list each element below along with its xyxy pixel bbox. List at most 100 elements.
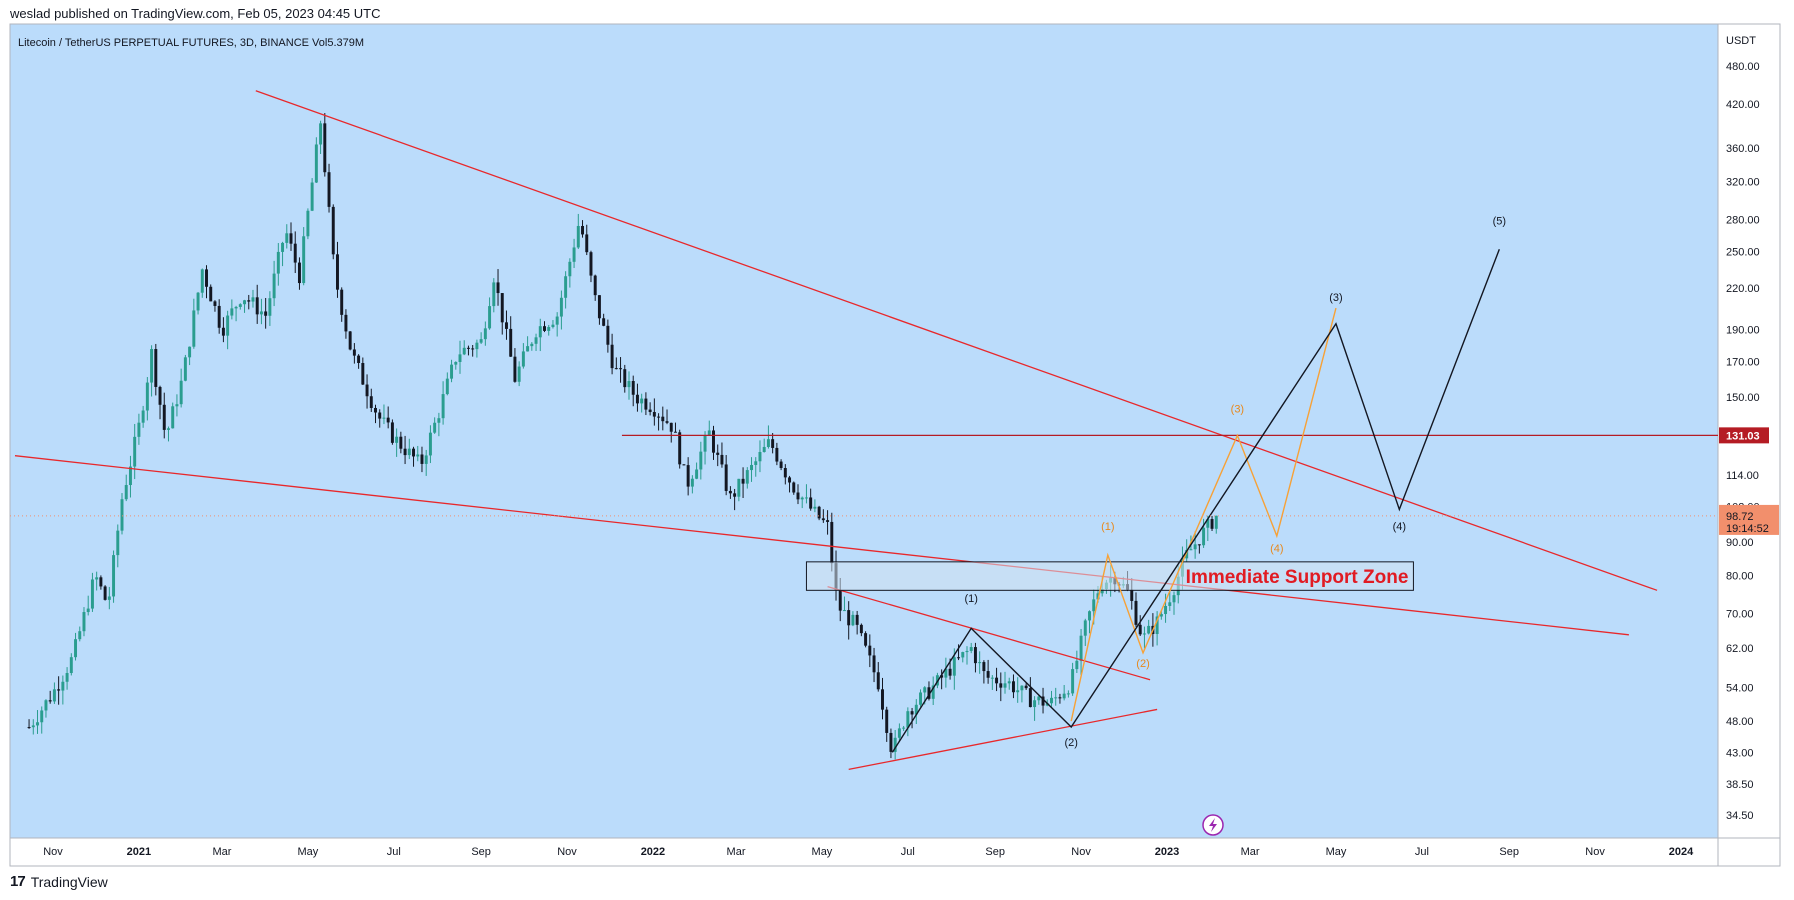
candle-body (407, 448, 411, 456)
x-tick-label: Nov (1071, 846, 1091, 858)
candle-body (881, 689, 884, 710)
candle (145, 377, 149, 421)
candle-body (378, 412, 382, 419)
y-tick-label: 34.50 (1726, 810, 1754, 822)
candle-body (192, 310, 196, 347)
candle-body (259, 311, 263, 315)
candle (285, 224, 289, 249)
candle-body (1024, 685, 1028, 689)
candle-body (703, 435, 707, 452)
candle (855, 610, 859, 635)
candle (800, 496, 804, 509)
candle-body (830, 521, 834, 564)
candle (95, 571, 99, 591)
candle-body (585, 234, 589, 253)
candle-body (65, 673, 69, 682)
tradingview-logo[interactable]: 17 TradingView (10, 873, 108, 890)
candle (69, 653, 73, 676)
trendline (827, 585, 1151, 681)
candle (500, 293, 504, 335)
candle (1083, 618, 1087, 646)
candle-body (509, 328, 513, 357)
candle-body (1020, 685, 1024, 691)
chart-legend-symbol: Litecoin / TetherUS PERPETUAL FUTURES, 3… (18, 37, 364, 49)
candle (281, 241, 285, 267)
candle-body (454, 361, 458, 365)
candle (669, 422, 673, 443)
candle (627, 371, 631, 400)
candle-body (386, 417, 390, 423)
y-tick-label: 220.00 (1726, 283, 1760, 295)
candle-body (340, 289, 344, 315)
candle-body (813, 506, 817, 509)
candle-body (589, 252, 593, 276)
candle-body (179, 380, 183, 405)
candle (310, 178, 314, 212)
resistance-level-tag (1719, 427, 1769, 444)
candle (331, 204, 335, 260)
candle (107, 586, 111, 610)
lightning-icon[interactable] (1202, 814, 1224, 836)
candle (517, 361, 521, 387)
wave-orange-label: (4) (1270, 543, 1283, 555)
candle-body (1028, 688, 1032, 708)
y-tick-label: 90.00 (1726, 537, 1754, 549)
trendline (14, 455, 1629, 636)
candle-body (412, 448, 416, 457)
candle (754, 457, 758, 477)
candle (412, 446, 416, 467)
candle-body (1062, 693, 1066, 699)
candle-body (665, 421, 669, 423)
candle-body (889, 732, 893, 752)
candle-body (754, 461, 758, 465)
candle-body (272, 273, 276, 299)
candle-body (1147, 625, 1151, 634)
candle-body (205, 269, 208, 287)
candle (961, 651, 965, 663)
candle (335, 241, 339, 298)
wave-black-label: (1) (964, 593, 977, 605)
candle-body (745, 470, 749, 484)
candle-body (720, 454, 724, 465)
candle (399, 431, 403, 454)
candle-body (1185, 549, 1189, 559)
x-tick-label: Sep (1499, 846, 1519, 858)
y-tick-label: 70.00 (1726, 609, 1754, 621)
y-tick-label: 43.00 (1726, 747, 1754, 759)
candle-body (902, 727, 906, 729)
candle-body (1197, 544, 1201, 546)
candle (1066, 690, 1070, 698)
y-tick-label: 420.00 (1726, 99, 1760, 111)
trendline (848, 708, 1158, 771)
candle (509, 316, 513, 357)
candle (251, 289, 255, 308)
candle (1054, 687, 1058, 706)
candle-body (517, 366, 521, 382)
legend-volume-value: 5.379M (327, 37, 364, 49)
wave-black-path (891, 249, 1500, 753)
candle (788, 475, 792, 493)
candle (868, 634, 872, 668)
candle-body (1071, 669, 1075, 694)
candle (1147, 619, 1151, 635)
candle (682, 464, 686, 466)
candle-body (792, 482, 796, 493)
candle (619, 357, 623, 383)
candle (179, 368, 183, 408)
x-tick-label: 2024 (1669, 846, 1694, 858)
candle (1041, 687, 1045, 714)
candle (559, 290, 563, 330)
candle (581, 220, 585, 238)
candle-body (1058, 697, 1062, 699)
candle (978, 651, 982, 674)
candle-body (399, 436, 403, 449)
candle-body (678, 432, 682, 465)
candle-body (1066, 693, 1070, 695)
candle-body (1100, 589, 1104, 594)
candle (344, 309, 348, 339)
candle (496, 269, 500, 306)
candle-body (183, 357, 187, 381)
candle-body (635, 394, 639, 404)
candle-body (771, 439, 775, 448)
